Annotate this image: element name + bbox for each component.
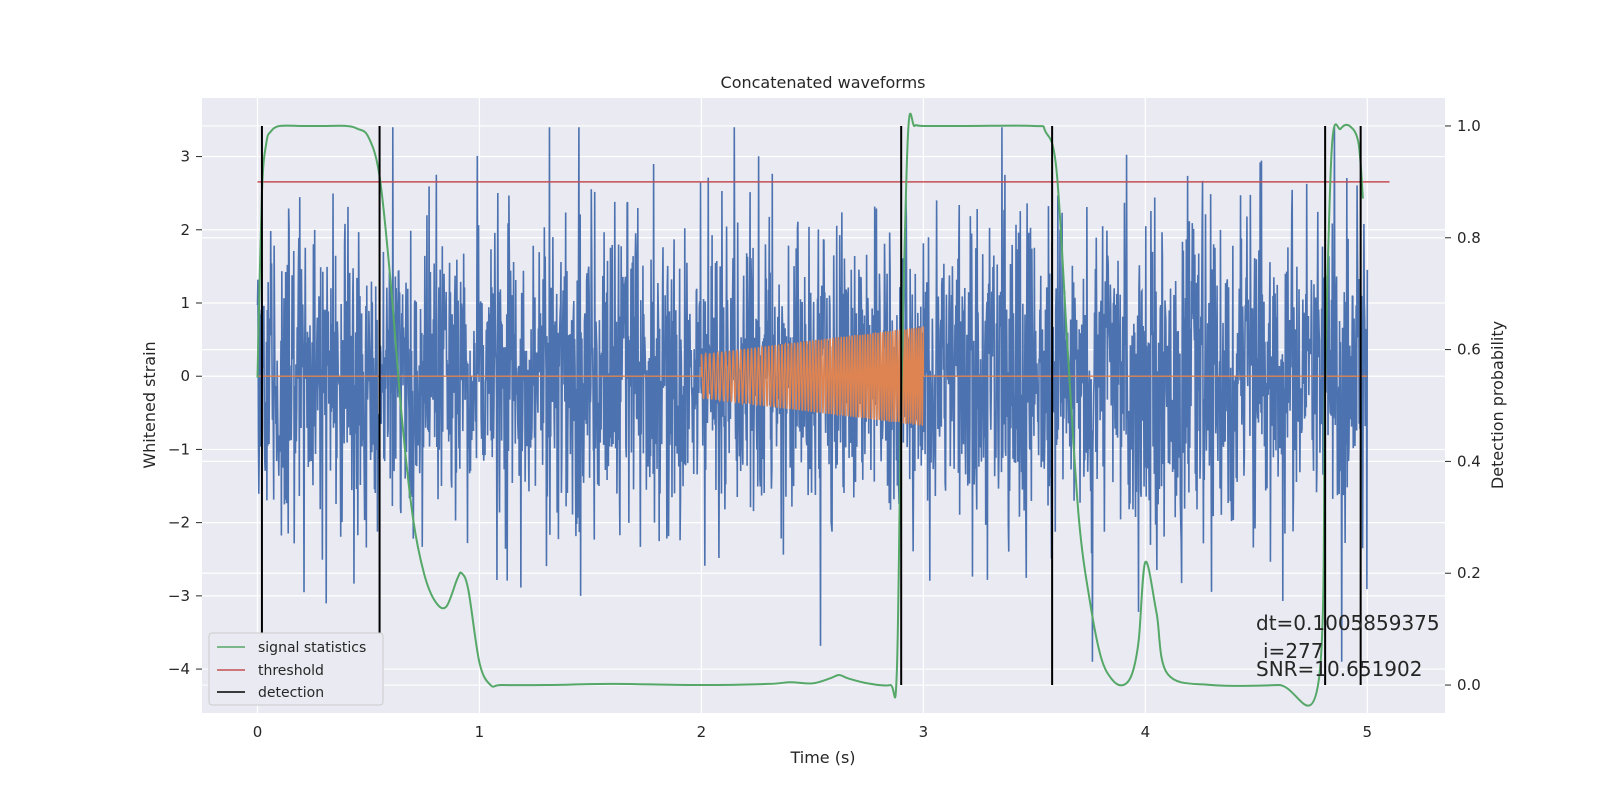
strain-series-line <box>256 127 1369 662</box>
x-tick-label-1: 1 <box>475 723 485 741</box>
legend: signal statistics threshold detection <box>208 632 384 706</box>
annotation-dt: dt=0.1005859375 <box>1256 611 1440 635</box>
y-tick-label-4: 0 <box>180 367 190 385</box>
y-axis-label: Whitened strain <box>140 341 159 468</box>
x-axis-label: Time (s) <box>789 748 855 767</box>
y-right-tick-label-3: 0.6 <box>1457 341 1481 359</box>
data-layer <box>256 112 1390 707</box>
y-right-tick-label-2: 0.4 <box>1457 452 1481 470</box>
x-tick-label-3: 3 <box>919 723 929 741</box>
legend-box <box>208 632 384 706</box>
y-right-tick-label-1: 0.2 <box>1457 564 1481 582</box>
legend-label-signal: signal statistics <box>258 640 366 656</box>
y-right-tick-label-5: 1.0 <box>1457 117 1481 135</box>
x-tick-label-5: 5 <box>1363 723 1373 741</box>
chart-title: Concatenated waveforms <box>721 73 926 92</box>
tick-layer: 0 1 2 3 4 5 −4 −3 −2 −1 0 1 2 3 0.0 0.2 0.4 0.6 0.8 1.0 <box>168 117 1481 741</box>
y-right-tick-label-0: 0.0 <box>1457 676 1481 694</box>
x-tick-label-4: 4 <box>1141 723 1151 741</box>
template-series-line <box>257 326 1368 427</box>
y-right-tick-label-4: 0.8 <box>1457 229 1481 247</box>
y-tick-label-0: −4 <box>168 660 190 678</box>
y-tick-label-6: 2 <box>180 221 190 239</box>
y-tick-label-5: 1 <box>180 294 190 312</box>
legend-label-detection: detection <box>258 685 324 701</box>
y-tick-label-3: −1 <box>168 440 190 458</box>
x-tick-label-0: 0 <box>253 723 263 741</box>
annotation-i: i=277 <box>1263 639 1324 663</box>
annotation-snr: SNR=10.651902 <box>1256 657 1422 681</box>
legend-label-threshold: threshold <box>258 663 324 679</box>
y-tick-label-7: 3 <box>180 148 190 166</box>
y-tick-label-2: −2 <box>168 514 190 532</box>
signal-statistics-line <box>256 112 1364 707</box>
y-tick-label-1: −3 <box>168 587 190 605</box>
y-axis-right-label: Detection probability <box>1488 321 1507 489</box>
x-tick-label-2: 2 <box>697 723 707 741</box>
